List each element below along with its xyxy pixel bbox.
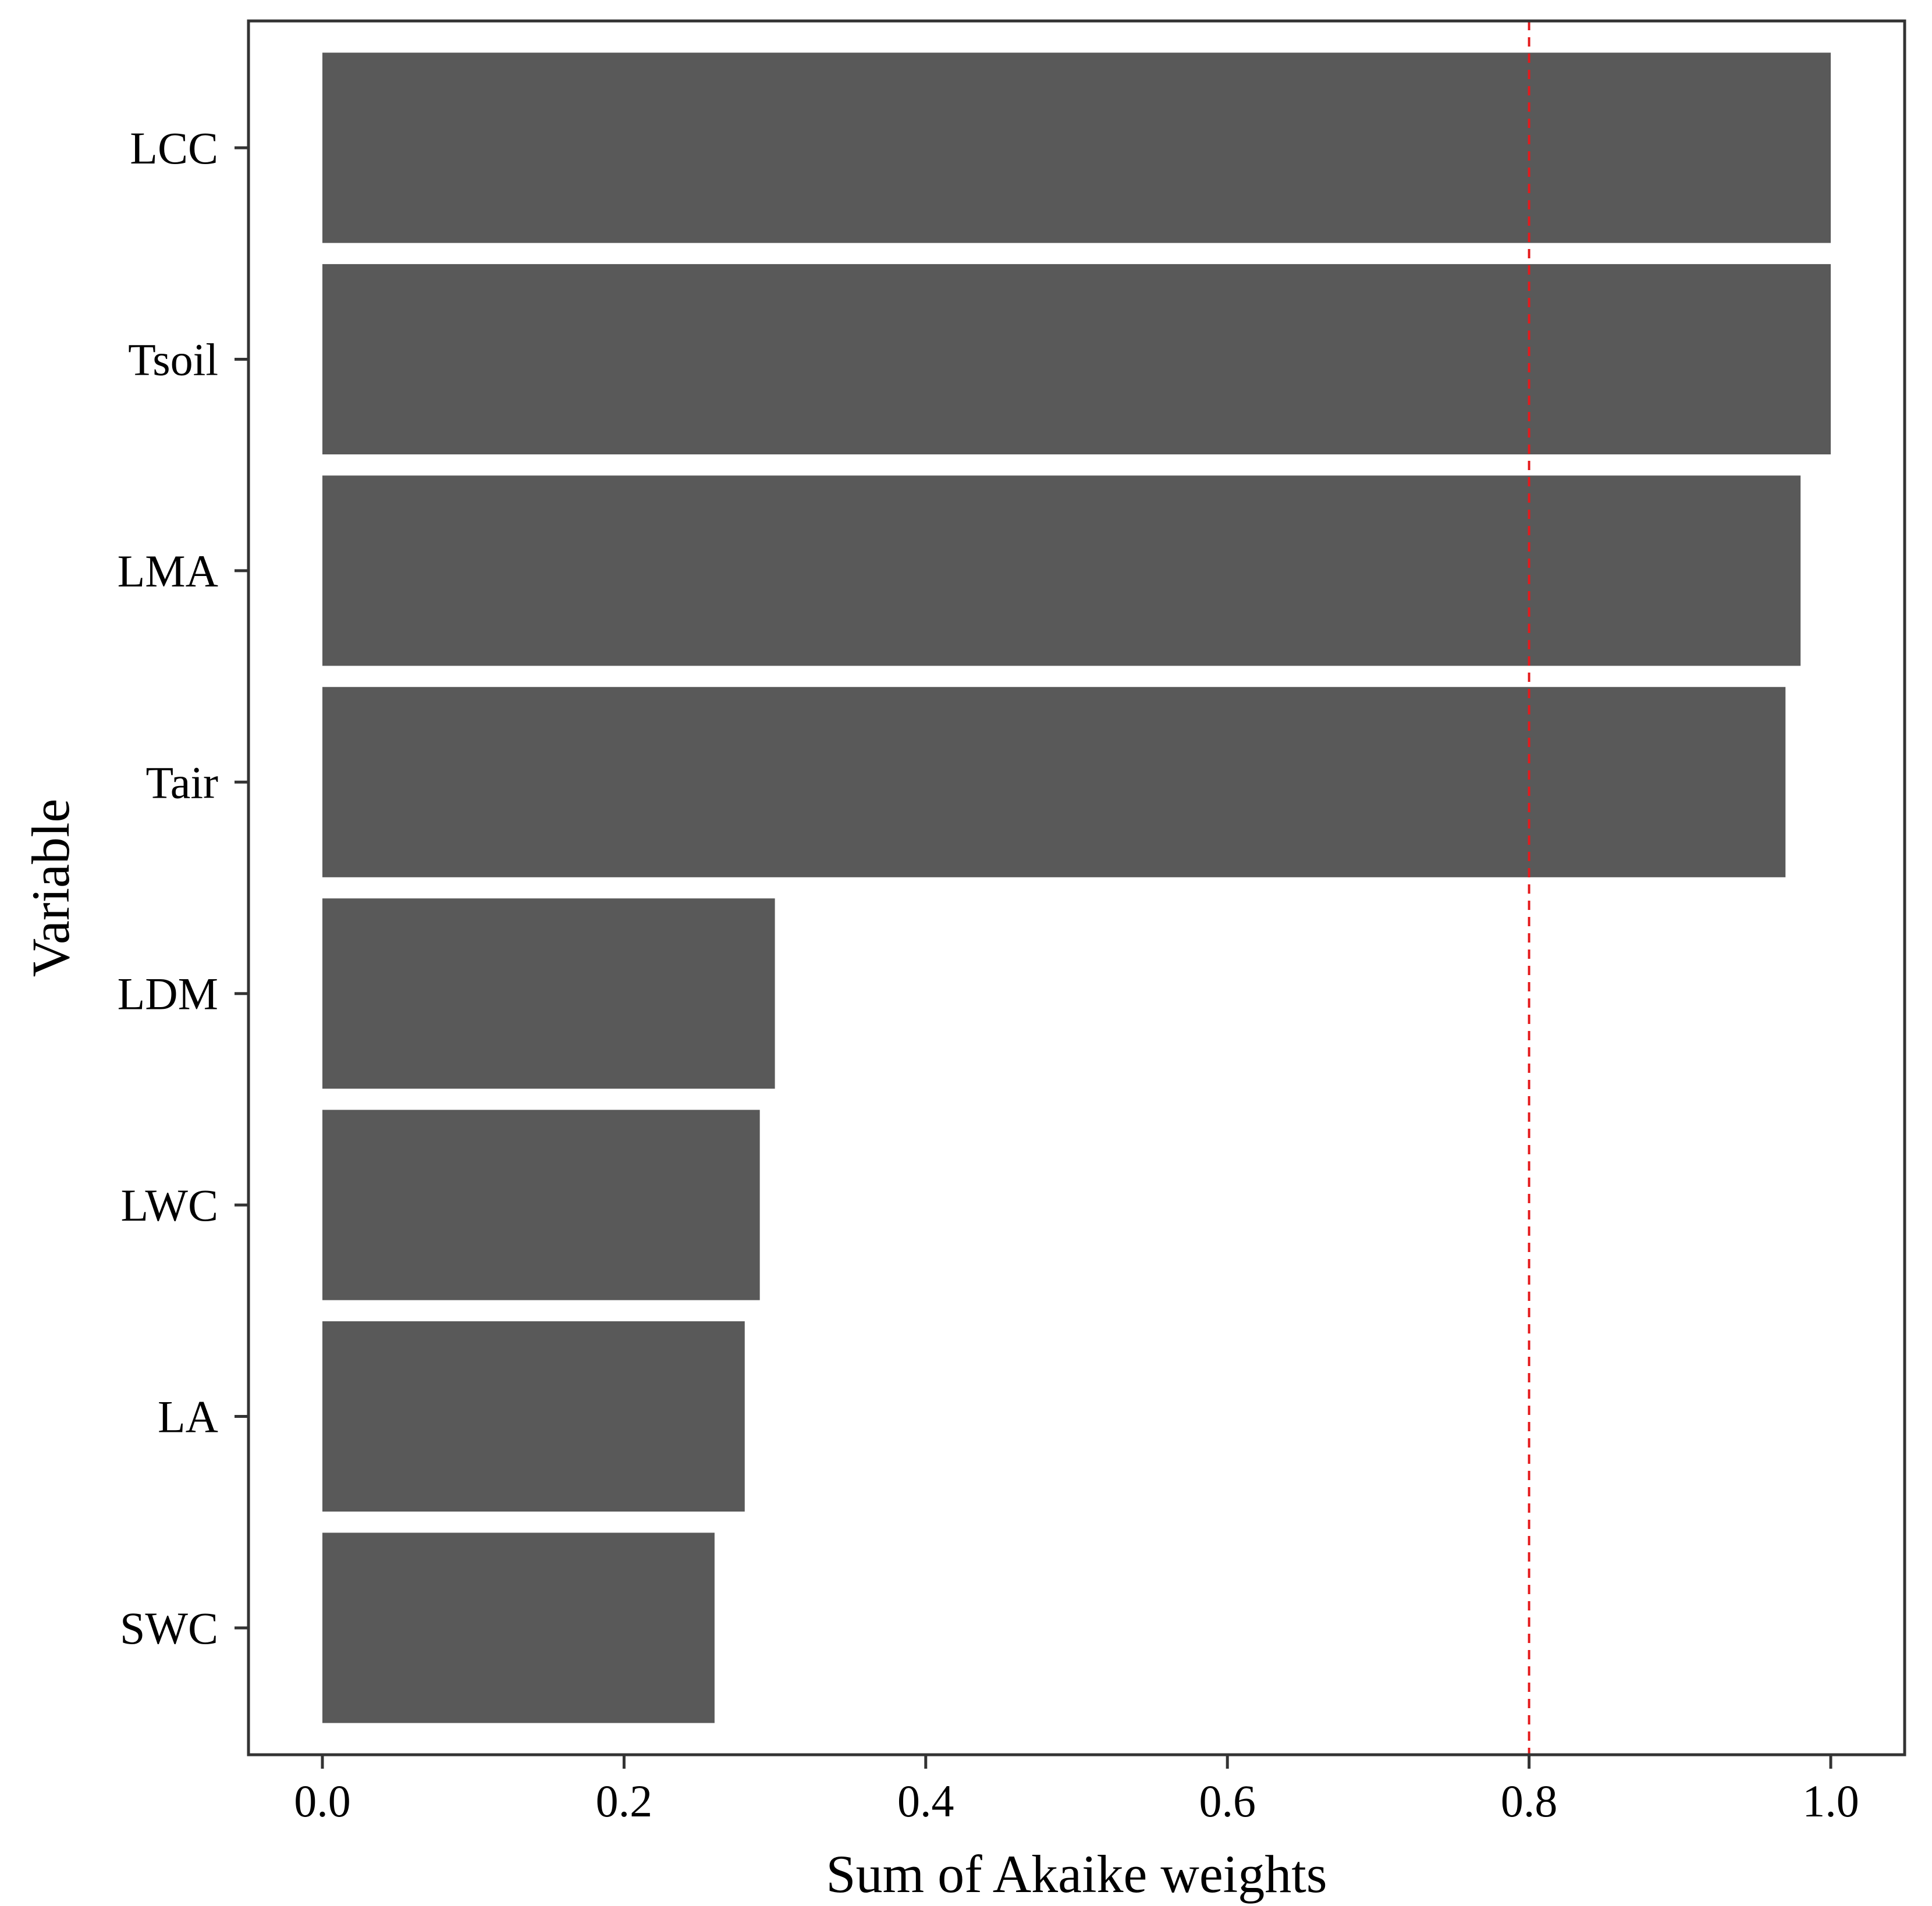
x-tick-label-0: 0.0	[294, 1776, 351, 1826]
bar-lcc	[322, 52, 1831, 243]
y-tick-label-lwc: LWC	[120, 1180, 218, 1231]
x-tick-label-2: 0.4	[897, 1776, 954, 1826]
y-axis-title: Variable	[21, 799, 80, 977]
y-tick-label-la: LA	[158, 1392, 218, 1442]
x-axis: 0.0 0.2 0.4 0.6 0.8 1.0	[294, 1755, 1859, 1826]
bar-la	[322, 1321, 745, 1512]
x-axis-title: Sum of Akaike weights	[826, 1844, 1327, 1904]
y-tick-label-lma: LMA	[118, 546, 218, 596]
x-tick-label-1: 0.2	[596, 1776, 653, 1826]
y-tick-label-tair: Tair	[146, 757, 218, 808]
x-tick-label-3: 0.6	[1199, 1776, 1256, 1826]
bar-lwc	[322, 1110, 760, 1300]
x-tick-label-5: 1.0	[1802, 1776, 1859, 1826]
y-tick-label-lcc: LCC	[130, 123, 218, 173]
bar-ldm	[322, 898, 775, 1089]
y-tick-label-swc: SWC	[120, 1603, 218, 1653]
y-tick-label-ldm: LDM	[118, 969, 218, 1019]
bar-tsoil	[322, 264, 1831, 454]
y-tick-label-tsoil: Tsoil	[128, 334, 218, 385]
bar-tair	[322, 687, 1786, 877]
y-axis: LCC Tsoil LMA Tair LDM LWC LA SWC	[118, 123, 248, 1653]
bars-layer	[322, 52, 1831, 1723]
plot-panel-border	[247, 19, 1906, 1756]
bar-swc	[322, 1532, 715, 1723]
x-tick-label-4: 0.8	[1501, 1776, 1558, 1826]
bar-lma	[322, 475, 1801, 666]
